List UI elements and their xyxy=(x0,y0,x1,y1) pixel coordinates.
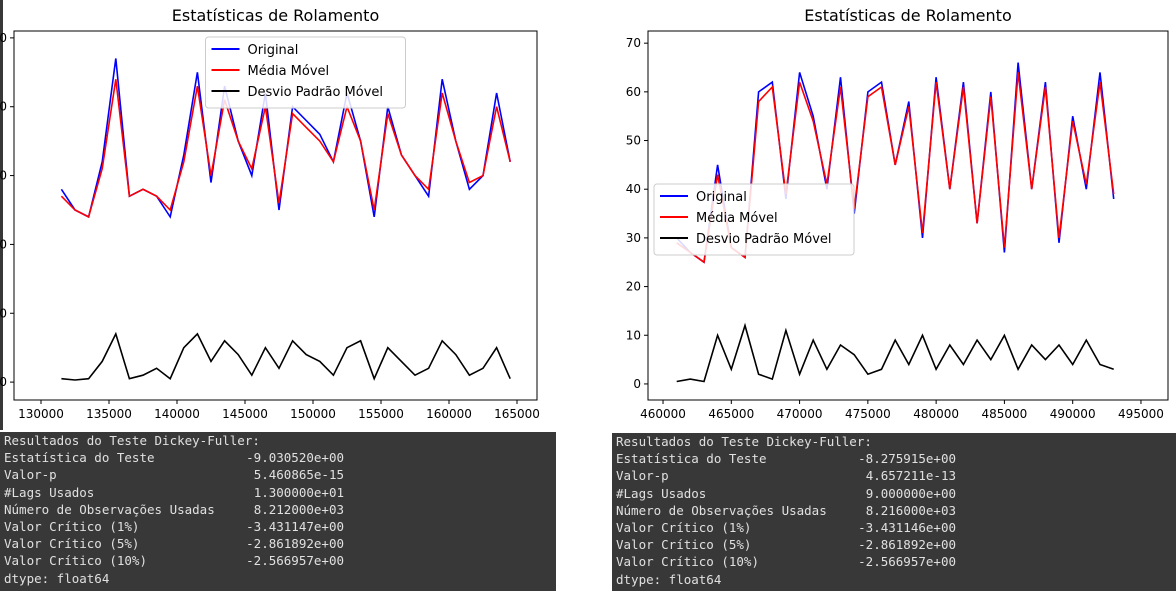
output-dtype: dtype: float64 xyxy=(4,570,110,586)
row-label: Número de Observações Usadas xyxy=(616,502,827,518)
row-label: Valor Crítico (1%) xyxy=(616,520,752,536)
x-tick-label: 475000 xyxy=(845,407,891,421)
output-row: Valor Crítico (1%) -3.431147e+00 xyxy=(4,518,344,535)
output-row: Valor-p 5.460865e-15 xyxy=(4,466,344,483)
y-tick-label: 50 xyxy=(0,31,7,45)
line-series xyxy=(676,322,1114,383)
row-label: Estatística do Teste xyxy=(4,450,155,466)
x-tick-label: 145000 xyxy=(222,407,268,421)
x-tick-label: 150000 xyxy=(290,407,336,421)
x-tick-label: 155000 xyxy=(358,407,404,421)
line-series xyxy=(61,331,511,381)
row-value: 5.460865e-15 xyxy=(253,467,344,483)
y-tick-label: 30 xyxy=(626,231,641,245)
output-row: Valor Crítico (10%) -2.566957e+00 xyxy=(616,553,956,570)
cell-edge xyxy=(0,0,3,430)
x-tick-label: 140000 xyxy=(154,407,200,421)
output-row: Valor Crítico (10%) -2.566957e+00 xyxy=(4,552,344,569)
output-row: Número de Observações Usadas 8.212000e+03 xyxy=(4,501,344,518)
row-value: -9.030520e+00 xyxy=(246,450,344,466)
row-value: 9.000000e+00 xyxy=(865,485,956,501)
row-label: Estatística do Teste xyxy=(616,451,767,467)
row-value: -8.275915e+00 xyxy=(858,451,956,467)
output-dtype: dtype: float64 xyxy=(616,571,722,587)
output-row: Número de Observações Usadas 8.216000e+03 xyxy=(616,502,956,519)
row-value: -2.861892e+00 xyxy=(858,537,956,553)
row-label: #Lags Usados xyxy=(4,484,95,500)
charts: Estatísticas de Rolamento 0 10 20 30 40 50 1300… xyxy=(0,6,1169,421)
y-tick-label: 10 xyxy=(626,328,641,342)
x-tick-label: 490000 xyxy=(1050,407,1096,421)
y-tick-label: 30 xyxy=(0,169,7,183)
row-label: Valor Crítico (5%) xyxy=(616,537,752,553)
output-row: Estatística do Teste -9.030520e+00 xyxy=(4,449,344,466)
y-tick-label: 0 xyxy=(0,375,7,389)
x-tick-label: 480000 xyxy=(913,407,959,421)
y-tick-label: 20 xyxy=(0,237,7,251)
legend-label: Desvio Padrão Móvel xyxy=(248,85,384,100)
row-value: -2.566957e+00 xyxy=(246,553,344,569)
row-label: Valor-p xyxy=(4,467,57,483)
y-tick-label: 60 xyxy=(626,85,641,99)
y-tick-label: 40 xyxy=(626,182,641,196)
row-label: Valor Crítico (1%) xyxy=(4,519,140,535)
legend-label: Original xyxy=(696,190,747,205)
x-tick-label: 470000 xyxy=(777,407,823,421)
output-row: Valor Crítico (5%) -2.861892e+00 xyxy=(616,536,956,553)
output-row: Valor-p 4.657211e-13 xyxy=(616,467,956,484)
y-tick-label: 50 xyxy=(626,134,641,148)
row-label: Valor Crítico (5%) xyxy=(4,536,140,552)
row-value: 1.300000e+01 xyxy=(253,484,344,500)
row-value: 4.657211e-13 xyxy=(865,468,956,484)
output-row: Valor Crítico (5%) -2.861892e+00 xyxy=(4,535,344,552)
row-value: -3.431147e+00 xyxy=(246,519,344,535)
y-tick-label: 0 xyxy=(633,377,641,391)
line-series xyxy=(60,79,511,219)
x-tick-label: 495000 xyxy=(1118,407,1164,421)
x-tick-label: 485000 xyxy=(982,407,1028,421)
row-label: Número de Observações Usadas xyxy=(4,501,215,517)
output-row: #Lags Usados 9.000000e+00 xyxy=(616,485,956,502)
axes-frame xyxy=(647,30,1169,401)
x-tick-label: 160000 xyxy=(426,407,472,421)
axes-frame xyxy=(13,30,538,401)
row-value: 8.212000e+03 xyxy=(253,501,344,517)
output-row: Estatística do Teste -8.275915e+00 xyxy=(616,450,956,467)
row-label: Valor Crítico (10%) xyxy=(4,553,147,569)
x-tick-label: 460000 xyxy=(640,407,686,421)
row-value: -2.566957e+00 xyxy=(858,554,956,570)
legend-label: Desvio Padrão Móvel xyxy=(696,232,832,247)
legend-label: Original xyxy=(248,43,299,58)
row-label: #Lags Usados xyxy=(616,485,707,501)
x-tick-label: 135000 xyxy=(86,407,132,421)
text-output: Resultados do Teste Dickey-Fuller: Estatí… xyxy=(0,432,556,591)
output-heading: Resultados do Teste Dickey-Fuller: xyxy=(4,433,260,448)
x-tick-label: 165000 xyxy=(494,407,540,421)
text-output: Resultados do Teste Dickey-Fuller: Estatí… xyxy=(612,433,1176,591)
legend-label: Média Móvel xyxy=(248,64,330,79)
y-tick-label: 10 xyxy=(0,306,7,320)
output-row: Valor Crítico (1%) -3.431146e+00 xyxy=(616,519,956,536)
y-tick-label: 40 xyxy=(0,100,7,114)
row-value: -2.861892e+00 xyxy=(246,536,344,552)
legend-label: Média Móvel xyxy=(696,211,778,226)
y-tick-label: 20 xyxy=(626,280,641,294)
output-row: #Lags Usados 1.300000e+01 xyxy=(4,484,344,501)
row-label: Valor Crítico (10%) xyxy=(616,554,759,570)
row-value: 8.216000e+03 xyxy=(865,502,956,518)
chart-title: Estatísticas de Rolamento xyxy=(804,6,1011,25)
legend-box xyxy=(653,183,855,256)
output-heading: Resultados do Teste Dickey-Fuller: xyxy=(616,434,872,449)
chart-title: Estatísticas de Rolamento xyxy=(172,6,379,25)
legend-box xyxy=(205,36,406,109)
row-value: -3.431146e+00 xyxy=(858,520,956,536)
x-tick-label: 465000 xyxy=(708,407,754,421)
x-tick-label: 130000 xyxy=(18,407,64,421)
y-tick-label: 70 xyxy=(626,36,641,50)
row-label: Valor-p xyxy=(616,468,669,484)
